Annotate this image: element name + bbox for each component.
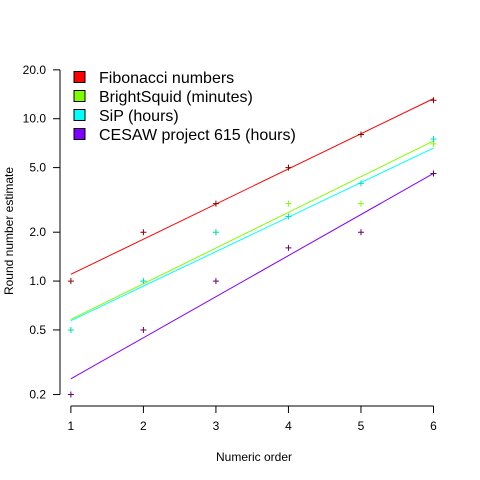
- y-tick-label: 20.0: [23, 63, 47, 77]
- y-tick-label: 5.0: [29, 161, 46, 175]
- x-axis-title: Numeric order: [216, 450, 292, 464]
- data-point-series-3: [140, 278, 147, 285]
- data-point-series-3: [67, 326, 74, 333]
- data-point-series-4: [357, 229, 364, 236]
- y-tick-label: 1.0: [29, 274, 46, 288]
- x-tick-label: 3: [213, 419, 220, 433]
- fit-line-series-2: [70, 140, 434, 320]
- legend: Fibonacci numbers BrightSquid (minutes) Si…: [73, 70, 296, 144]
- data-point-series-3: [285, 213, 292, 220]
- data-point-series-3: [212, 229, 219, 236]
- legend-label: SiP (hours): [99, 108, 179, 125]
- fit-lines: [70, 98, 434, 380]
- data-point-series-4: [285, 244, 292, 251]
- data-point-series-3: [357, 180, 364, 187]
- x-tick-label: 2: [140, 419, 147, 433]
- data-point-series-1: [67, 278, 74, 285]
- legend-label: BrightSquid (minutes): [99, 89, 253, 106]
- x-tick-label: 6: [430, 419, 437, 433]
- data-point-series-2: [285, 200, 292, 207]
- data-point-series-4: [140, 326, 147, 333]
- data-point-series-1: [212, 200, 219, 207]
- x-ticks: 1 2 3 4 5 6: [68, 406, 437, 433]
- data-point-series-1: [357, 131, 364, 138]
- y-tick-label: 2.0: [29, 225, 46, 239]
- data-point-series-1: [430, 97, 437, 104]
- fit-line-series-3: [70, 147, 434, 322]
- legend-swatch: [73, 71, 86, 83]
- y-tick-label: 10.0: [23, 112, 47, 126]
- legend-label: CESAW project 615 (hours): [99, 127, 296, 144]
- data-point-series-3: [430, 136, 437, 143]
- y-tick-label: 0.5: [29, 323, 46, 337]
- legend-swatch: [73, 90, 86, 102]
- data-point-series-4: [430, 170, 437, 177]
- y-axis-title: Round number estimate: [2, 167, 16, 295]
- x-tick-label: 4: [285, 419, 292, 433]
- fit-line-series-4: [70, 173, 434, 380]
- y-tick-label: 0.2: [29, 388, 46, 402]
- x-tick-label: 1: [68, 419, 75, 433]
- y-ticks: 0.2 0.5 1.0 2.0 5.0 10.0 20.0: [23, 63, 60, 402]
- data-point-series-1: [285, 164, 292, 171]
- fit-line-series-1: [70, 98, 434, 275]
- data-point-series-1: [140, 229, 147, 236]
- data-point-series-4: [67, 391, 74, 398]
- data-point-series-2: [357, 200, 364, 207]
- x-tick-label: 5: [358, 419, 365, 433]
- legend-swatch: [73, 109, 86, 121]
- data-point-series-4: [212, 278, 219, 285]
- data-points: [67, 97, 437, 398]
- legend-label: Fibonacci numbers: [99, 70, 234, 87]
- legend-swatch: [73, 128, 86, 140]
